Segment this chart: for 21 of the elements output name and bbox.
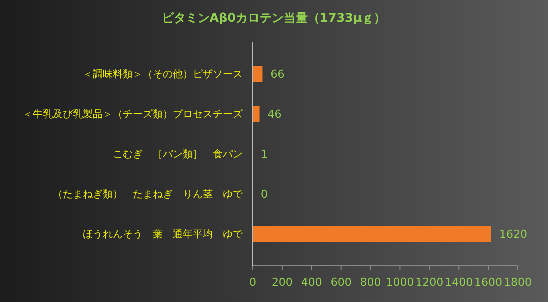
y-tick-label: （たまねぎ類） たまねぎ りん茎 ゆで <box>53 188 244 200</box>
x-tick-label: 1000 <box>386 276 414 289</box>
x-tick-label: 1600 <box>474 276 503 289</box>
data-label: 66 <box>270 68 285 81</box>
data-label: 46 <box>268 108 282 121</box>
x-tick-label: 600 <box>330 276 352 289</box>
chart-title: ビタミンAβ0カロテン当量（1733μｇ） <box>162 11 386 25</box>
data-label: 1620 <box>500 228 528 241</box>
x-tick-label: 1400 <box>445 276 474 289</box>
y-tick-label: ＜調味料類＞（その他）ピザソース <box>83 68 243 80</box>
x-tick-label: 800 <box>360 276 382 289</box>
x-tick-label: 200 <box>272 276 293 289</box>
y-tick-label: ほうれんそう 葉 通年平均 ゆで <box>83 228 244 240</box>
y-tick-label: こむぎ ［パン類］ 食パン <box>113 148 243 160</box>
data-label: 0 <box>261 188 268 201</box>
data-label: 1 <box>261 148 268 161</box>
x-tick-label: 1200 <box>416 276 444 289</box>
x-tick-label: 0 <box>250 276 256 289</box>
x-tick-label: 400 <box>301 276 322 289</box>
y-tick-label: ＜牛乳及び乳製品＞（チーズ類）プロセスチーズ <box>23 108 244 120</box>
x-tick-label: 1800 <box>504 276 532 289</box>
